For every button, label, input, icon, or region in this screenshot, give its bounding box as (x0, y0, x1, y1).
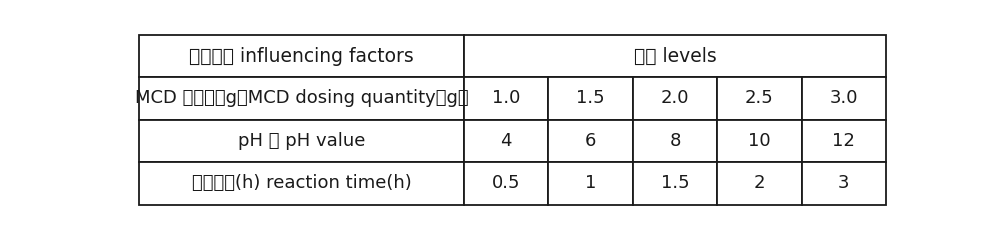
Text: 影响因素 influencing factors: 影响因素 influencing factors (189, 46, 414, 66)
Bar (464, 120, 548, 162)
Text: 6: 6 (585, 132, 596, 150)
Text: 2: 2 (754, 174, 765, 192)
Text: 12: 12 (832, 132, 855, 150)
Bar (139, 35, 464, 77)
Bar (548, 162, 633, 205)
Bar (548, 77, 633, 120)
Bar (717, 162, 802, 205)
Text: 0.5: 0.5 (492, 174, 520, 192)
Text: 2.0: 2.0 (661, 90, 689, 107)
Bar (802, 120, 886, 162)
Bar (717, 120, 802, 162)
Text: 2.5: 2.5 (745, 90, 774, 107)
Text: 1.5: 1.5 (576, 90, 605, 107)
Bar (139, 162, 464, 205)
Text: 1: 1 (585, 174, 596, 192)
Bar (139, 77, 464, 120)
Bar (717, 77, 802, 120)
Text: 4: 4 (500, 132, 512, 150)
Text: pH 值 pH value: pH 值 pH value (238, 132, 365, 150)
Text: MCD 投加量（g）MCD dosing quantity（g）: MCD 投加量（g）MCD dosing quantity（g） (135, 90, 468, 107)
Text: 3.0: 3.0 (830, 90, 858, 107)
Text: 水平 levels: 水平 levels (634, 46, 716, 66)
Text: 反应时间(h) reaction time(h): 反应时间(h) reaction time(h) (192, 174, 411, 192)
Text: 10: 10 (748, 132, 771, 150)
Text: 3: 3 (838, 174, 850, 192)
Bar (633, 162, 717, 205)
Bar (633, 77, 717, 120)
Text: 1.5: 1.5 (661, 174, 689, 192)
Bar (139, 120, 464, 162)
Text: 1.0: 1.0 (492, 90, 520, 107)
Bar (464, 35, 886, 77)
Bar (633, 120, 717, 162)
Bar (802, 162, 886, 205)
Bar (802, 77, 886, 120)
Bar (464, 77, 548, 120)
Bar (548, 120, 633, 162)
Bar (464, 162, 548, 205)
Text: 8: 8 (669, 132, 681, 150)
